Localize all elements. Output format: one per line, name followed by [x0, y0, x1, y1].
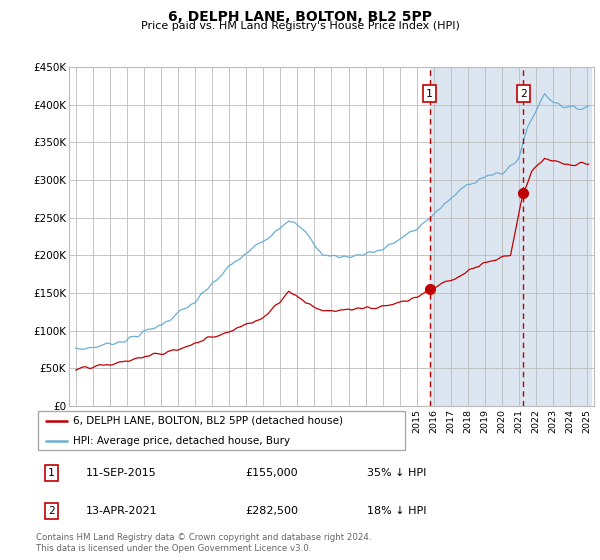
Text: 1: 1: [48, 468, 55, 478]
Text: £282,500: £282,500: [246, 506, 299, 516]
Text: 2: 2: [520, 88, 527, 99]
Text: 6, DELPH LANE, BOLTON, BL2 5PP (detached house): 6, DELPH LANE, BOLTON, BL2 5PP (detached…: [73, 416, 343, 426]
Bar: [430, 67, 590, 406]
Text: 35% ↓ HPI: 35% ↓ HPI: [367, 468, 427, 478]
Text: 11-SEP-2015: 11-SEP-2015: [86, 468, 157, 478]
Text: 1: 1: [426, 88, 433, 99]
Text: 13-APR-2021: 13-APR-2021: [86, 506, 157, 516]
Text: 6, DELPH LANE, BOLTON, BL2 5PP: 6, DELPH LANE, BOLTON, BL2 5PP: [168, 10, 432, 24]
Text: Price paid vs. HM Land Registry's House Price Index (HPI): Price paid vs. HM Land Registry's House …: [140, 21, 460, 31]
Text: 2: 2: [48, 506, 55, 516]
Text: Contains HM Land Registry data © Crown copyright and database right 2024.
This d: Contains HM Land Registry data © Crown c…: [36, 533, 371, 553]
Text: 18% ↓ HPI: 18% ↓ HPI: [367, 506, 427, 516]
Text: HPI: Average price, detached house, Bury: HPI: Average price, detached house, Bury: [73, 436, 290, 446]
FancyBboxPatch shape: [38, 410, 406, 450]
Text: £155,000: £155,000: [246, 468, 298, 478]
